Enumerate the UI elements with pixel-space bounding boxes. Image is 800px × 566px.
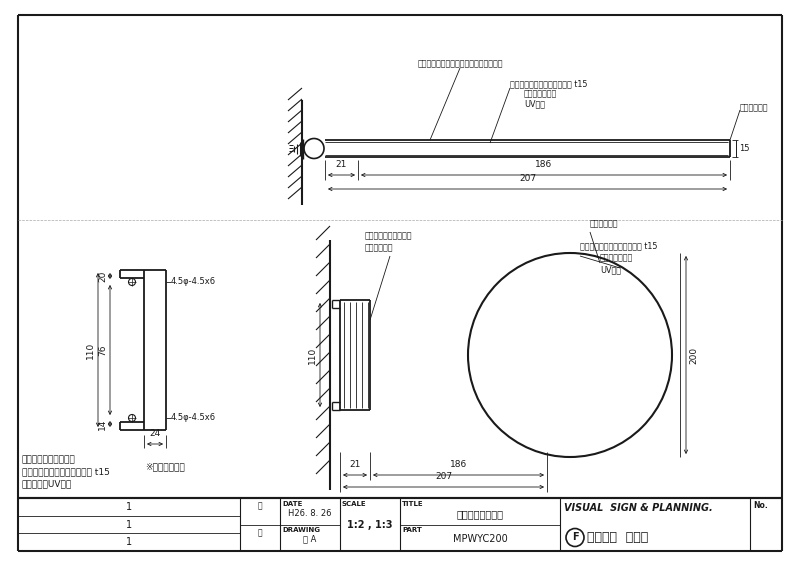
Text: 小口：単親貼: 小口：単親貼 xyxy=(590,219,618,228)
Text: 表示基板：メープル封緑付板 t15: 表示基板：メープル封緑付板 t15 xyxy=(22,467,110,476)
Text: 表示面板：メープル封緑付板 t15: 表示面板：メープル封緑付板 t15 xyxy=(510,79,587,88)
Text: 表示方法：UV印刷: 表示方法：UV印刷 xyxy=(22,479,72,488)
Text: 15: 15 xyxy=(739,144,750,153)
Text: 版: 版 xyxy=(258,528,262,537)
Text: 110: 110 xyxy=(308,346,317,363)
Text: No.: No. xyxy=(753,501,768,510)
Text: 207: 207 xyxy=(435,472,452,481)
Text: F: F xyxy=(572,533,578,542)
Text: 110: 110 xyxy=(86,341,95,359)
Text: VISUAL  SIGN & PLANNING.: VISUAL SIGN & PLANNING. xyxy=(564,503,713,513)
Text: ※取付ビス位置: ※取付ビス位置 xyxy=(145,462,185,471)
Text: DATE: DATE xyxy=(282,501,302,507)
Text: 4.5φ-4.5x6: 4.5φ-4.5x6 xyxy=(171,414,216,422)
Text: クリア遮蔽仕上: クリア遮蔽仕上 xyxy=(600,253,634,262)
Text: フレーム：アルミ型材: フレーム：アルミ型材 xyxy=(365,231,413,240)
Text: フレーム：アルミ型材高度表面塗装仕上: フレーム：アルミ型材高度表面塗装仕上 xyxy=(418,59,502,68)
Text: 株式会社  フジタ: 株式会社 フジタ xyxy=(587,531,648,544)
Text: DRAWING: DRAWING xyxy=(282,526,320,533)
Text: 207: 207 xyxy=(519,174,536,183)
Text: 21: 21 xyxy=(350,460,361,469)
Text: 21: 21 xyxy=(336,160,347,169)
Text: 1: 1 xyxy=(126,502,132,512)
Text: フレーム：アルミ型材: フレーム：アルミ型材 xyxy=(22,455,76,464)
Text: 186: 186 xyxy=(535,160,553,169)
Text: 版: 版 xyxy=(258,501,262,511)
Text: UV印刷: UV印刷 xyxy=(524,99,545,108)
Text: 200: 200 xyxy=(689,346,698,363)
Text: 小口：単親貼: 小口：単親貼 xyxy=(740,104,769,113)
Text: 24: 24 xyxy=(150,429,161,438)
Text: 4.5φ-4.5x6: 4.5φ-4.5x6 xyxy=(171,277,216,286)
Text: MPWYC200: MPWYC200 xyxy=(453,534,507,543)
Text: 14: 14 xyxy=(98,418,107,430)
Text: 山 A: 山 A xyxy=(303,534,317,543)
Text: 1:2 , 1:3: 1:2 , 1:3 xyxy=(347,520,393,530)
Text: UV印刷: UV印刷 xyxy=(600,265,621,274)
Text: 76: 76 xyxy=(98,344,107,356)
Text: メープルプレート: メープルプレート xyxy=(457,509,503,519)
Text: 高付遮蔽仕上: 高付遮蔽仕上 xyxy=(365,243,394,252)
Text: クリア遮蔽仕上: クリア遮蔽仕上 xyxy=(524,89,558,98)
Text: 表示基板：メープル封緑付板 t15: 表示基板：メープル封緑付板 t15 xyxy=(580,241,658,250)
Text: PART: PART xyxy=(402,526,422,533)
Text: 1: 1 xyxy=(126,520,132,530)
Text: 20: 20 xyxy=(98,271,107,282)
Text: 186: 186 xyxy=(450,460,467,469)
Text: TITLE: TITLE xyxy=(402,501,424,507)
Text: H26. 8. 26: H26. 8. 26 xyxy=(288,509,332,518)
Text: 1: 1 xyxy=(126,537,132,547)
Text: SCALE: SCALE xyxy=(342,501,366,507)
